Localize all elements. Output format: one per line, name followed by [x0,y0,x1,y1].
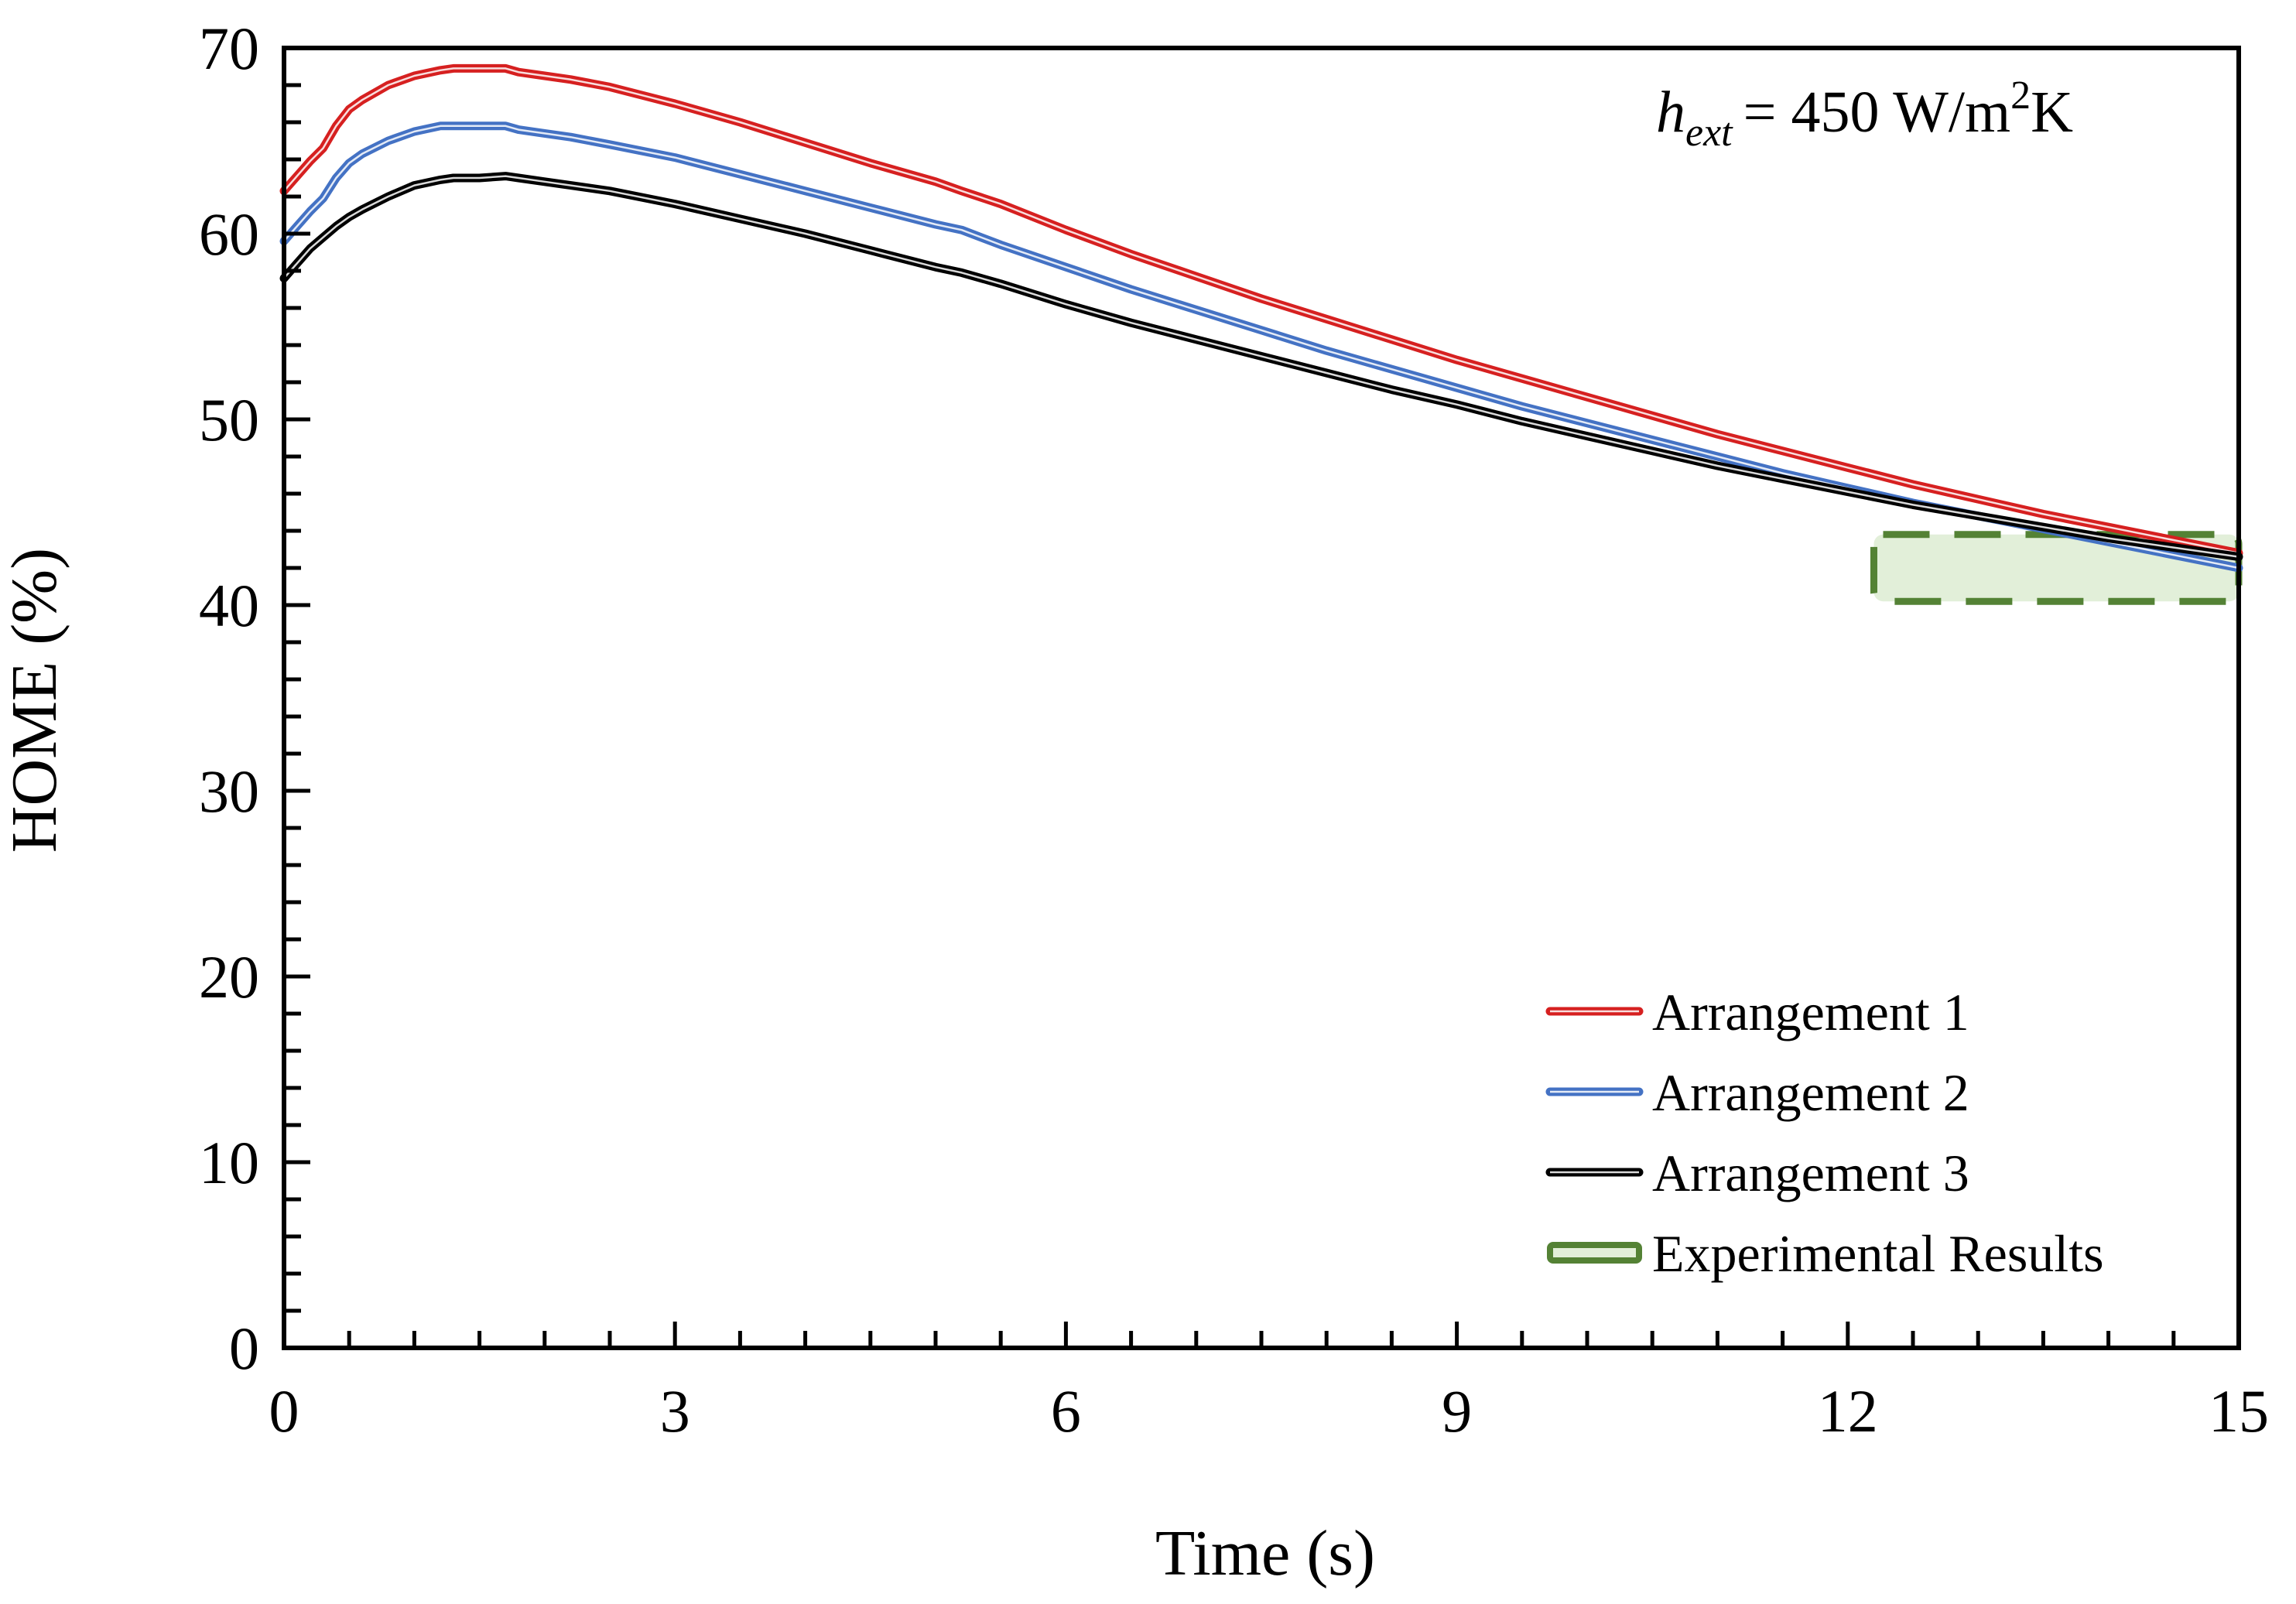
annotation-superscript: 2 [2010,74,2031,118]
y-tick-label: 40 [199,572,259,639]
x-axis-title: Time (s) [1155,1517,1375,1589]
annotation-value: = 450 W/m [1743,80,2010,145]
legend-label-arrangement-1: Arrangement 1 [1652,983,1969,1041]
y-tick-label: 70 [199,15,259,82]
legend-label-experimental-results: Experimental Results [1652,1224,2104,1283]
plot-area: 0 3 6 9 12 15 0 10 20 30 40 50 60 70 [199,15,2269,1445]
legend-label-arrangement-2: Arrangement 2 [1652,1063,1969,1122]
legend: Arrangement 1 Arrangement 2 Arrangement 3 E… [1545,983,2104,1283]
y-tick-label: 10 [199,1129,259,1196]
x-tick-label: 0 [269,1377,299,1445]
y-tick-label: 50 [199,386,259,453]
x-tick-label: 9 [1442,1377,1472,1445]
y-tick-label: 60 [199,200,259,268]
x-tick-label: 3 [660,1377,690,1445]
annotation-subscript: ext [1685,111,1733,155]
y-tick-label: 20 [199,943,259,1011]
y-axis-title: HOME (%) [0,548,70,853]
heat-transfer-annotation: hext = 450 W/m2K [1656,74,2073,155]
annotation-unit-tail: K [2031,80,2073,145]
y-tick-label: 30 [199,758,259,825]
legend-swatch-experimental-results [1547,1242,1642,1264]
annotation-symbol: h [1656,80,1685,145]
x-tick-label: 12 [1818,1377,1878,1445]
series-line-arrangement-2-highlight [282,125,2240,569]
legend-label-arrangement-3: Arrangement 3 [1652,1144,1969,1202]
x-tick-label: 6 [1051,1377,1081,1445]
series-line-arrangement-3-highlight [282,175,2240,558]
y-tick-label: 0 [229,1315,259,1382]
series-line-arrangement-1-highlight [282,67,2240,555]
x-tick-label: 15 [2209,1377,2269,1445]
